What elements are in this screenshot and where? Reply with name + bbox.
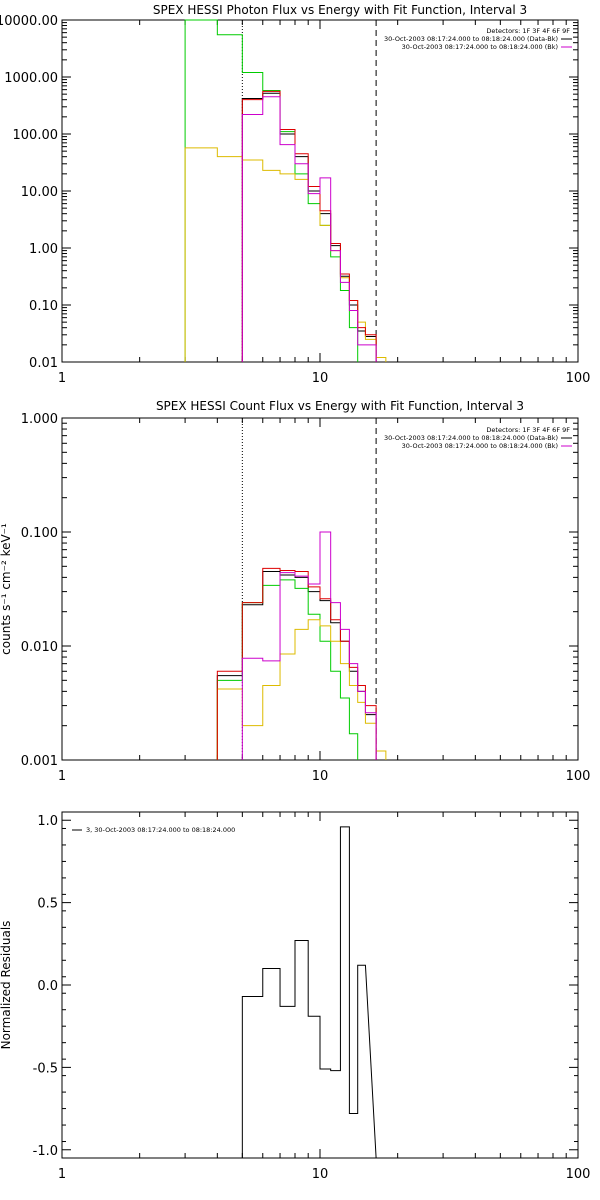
y-tick-label: 0.01 xyxy=(29,356,58,371)
y-tick-label: 0.010 xyxy=(21,640,58,655)
series-step-line xyxy=(241,92,377,362)
residuals-panel: Normalized Residuals -1.0 -0.5 0.0 0.5 1.0 1… xyxy=(0,811,591,1182)
x-tick-label: 1 xyxy=(58,769,66,784)
photon-flux-y-axis: 0.01 0.10 1.00 10.00 100.00 1000.00 10000.00 xyxy=(0,14,578,371)
y-tick-label: 0.001 xyxy=(21,754,58,769)
residuals-series xyxy=(241,826,377,1159)
series-step-line xyxy=(216,567,377,760)
series-step-line xyxy=(241,826,377,1159)
info-line: 30-Oct-2003 08:17:24.000 to 08:18:24.000… xyxy=(384,434,558,442)
x-tick-label: 10 xyxy=(312,769,329,784)
series-step-line xyxy=(241,90,377,362)
info-line: 30-Oct-2003 08:17:24.000 to 08:18:24.000… xyxy=(384,35,558,43)
x-tick-label: 1 xyxy=(58,1167,66,1182)
count-flux-series xyxy=(216,531,387,760)
residuals-plot-frame xyxy=(61,811,579,1159)
residuals-y-label: Normalized Residuals xyxy=(0,921,13,1050)
y-tick-label: -0.5 xyxy=(33,1061,58,1076)
y-tick-label: 1.0 xyxy=(37,814,58,829)
info-line: Detectors: 1F 3F 4F 6F 9FFit Interval 3 … xyxy=(486,426,570,434)
y-tick-label: 0.0 xyxy=(37,979,58,994)
photon-flux-series xyxy=(184,19,387,362)
count-flux-title: SPEX HESSI Count Flux vs Energy with Fit… xyxy=(156,399,524,413)
y-tick-label: 10.00 xyxy=(21,185,58,200)
y-tick-label: -1.0 xyxy=(33,1144,58,1159)
count-flux-info: Detectors: 1F 3F 4F 6F 9FFit Interval 3 … xyxy=(384,426,572,450)
y-tick-label: 0.10 xyxy=(29,299,58,314)
residuals-x-axis: 1 10 100 xyxy=(58,812,591,1182)
photon-flux-title: SPEX HESSI Photon Flux vs Energy with Fi… xyxy=(153,3,527,17)
legend-entry: 3, 30-Oct-2003 08:17:24.000 to 08:18:24.… xyxy=(86,826,235,834)
series-step-line xyxy=(241,96,377,362)
series-step-line xyxy=(216,579,359,760)
series-step-line xyxy=(184,19,359,362)
y-tick-label: 1.000 xyxy=(21,412,58,427)
series-step-line xyxy=(216,571,377,760)
photon-flux-x-axis: 1 10 100 xyxy=(58,20,591,386)
x-tick-label: 100 xyxy=(566,769,591,784)
x-tick-label: 100 xyxy=(566,1167,591,1182)
residuals-legend: 3, 30-Oct-2003 08:17:24.000 to 08:18:24.… xyxy=(72,826,235,834)
x-tick-label: 100 xyxy=(566,371,591,386)
info-line: 30-Oct-2003 08:17:24.000 to 08:18:24.000… xyxy=(402,442,558,450)
info-line: 30-Oct-2003 08:17:24.000 to 08:18:24.000… xyxy=(402,43,558,51)
x-tick-label: 10 xyxy=(312,371,329,386)
series-step-line xyxy=(241,531,377,760)
x-tick-label: 10 xyxy=(312,1167,329,1182)
y-tick-label: 0.5 xyxy=(37,897,58,912)
photon-flux-info: Detectors: 1F 3F 4F 6F 9FFit Interval 3 … xyxy=(384,27,572,51)
y-tick-label: 1.00 xyxy=(29,242,58,257)
x-tick-label: 1 xyxy=(58,371,66,386)
count-flux-y-axis: 0.001 0.010 0.100 1.000 xyxy=(21,412,578,769)
y-tick-label: 10000.00 xyxy=(0,14,58,29)
y-tick-label: 100.00 xyxy=(13,128,59,143)
y-tick-label: 0.100 xyxy=(21,526,58,541)
info-line: Detectors: 1F 3F 4F 6F 9FFit Interval 3 … xyxy=(486,27,570,35)
series-step-line xyxy=(184,147,387,362)
residuals-y-axis: -1.0 -0.5 0.0 0.5 1.0 xyxy=(33,811,578,1159)
photon-flux-panel: SPEX HESSI Photon Flux vs Energy with Fi… xyxy=(0,3,590,386)
count-flux-y-label: counts s⁻¹ cm⁻² keV⁻¹ xyxy=(0,523,13,655)
y-tick-label: 1000.00 xyxy=(4,71,58,86)
count-flux-panel: SPEX HESSI Count Flux vs Energy with Fit… xyxy=(0,399,590,784)
